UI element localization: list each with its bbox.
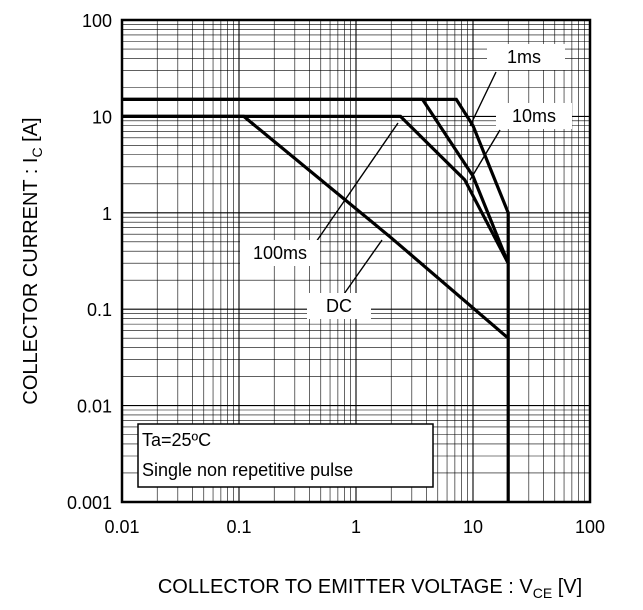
x-tick-label: 100 — [575, 517, 605, 537]
y-axis-title: COLLECTOR CURRENT : IC [A] — [20, 117, 45, 404]
y-tick-label: 100 — [82, 11, 112, 31]
curve-label-1ms: 1ms — [507, 47, 541, 67]
label-backdrop-1ms — [487, 44, 565, 70]
x-tick-label: 1 — [351, 517, 361, 537]
conditions-box: Ta=25ºC Single non repetitive pulse — [137, 423, 434, 488]
leader-line-100ms — [315, 122, 399, 243]
curve-100ms — [122, 114, 510, 264]
leader-line-1ms — [469, 71, 497, 127]
curve-label-100ms: 100ms — [253, 243, 307, 263]
y-tick-label: 0.001 — [67, 493, 112, 513]
curve-label-dc: DC — [326, 296, 352, 316]
curve-dc — [122, 114, 510, 340]
y-axis-title-unit: [A] — [20, 117, 42, 147]
label-backdrop-dc — [307, 293, 371, 319]
x-axis-title: COLLECTOR TO EMITTER VOLTAGE : VCE [V] — [158, 576, 582, 601]
x-axis-title-unit: [V] — [552, 576, 582, 598]
label-backdrop-10ms — [496, 103, 572, 129]
conditions-box-border — [137, 423, 434, 488]
curve-label-10ms: 10ms — [512, 106, 556, 126]
y-tick-label: 1 — [102, 204, 112, 224]
x-tick-label: 0.1 — [226, 517, 251, 537]
y-axis-title-main: COLLECTOR CURRENT : I — [20, 158, 42, 405]
x-tick-label: 0.01 — [104, 517, 139, 537]
leader-line-10ms — [469, 129, 501, 181]
y-axis-title-sub: C — [29, 147, 45, 157]
tick-labels: 0.01 0.1 1 10 100 0.001 0.01 0.1 1 10 100 — [67, 11, 605, 537]
curve-10ms — [122, 97, 510, 264]
condition-pulse: Single non repetitive pulse — [142, 460, 353, 480]
curves — [122, 97, 510, 502]
y-tick-label: 0.1 — [87, 300, 112, 320]
y-tick-label: 0.01 — [77, 397, 112, 417]
y-axis-title-group: COLLECTOR CURRENT : IC [A] — [20, 117, 45, 404]
plot-frame — [120, 18, 592, 504]
label-backdrop-100ms — [240, 240, 320, 266]
x-axis-title-main: COLLECTOR TO EMITTER VOLTAGE : V — [158, 576, 534, 598]
leader-line-dc — [343, 239, 383, 295]
x-axis-title-sub: CE — [533, 585, 552, 601]
condition-temperature: Ta=25ºC — [142, 430, 211, 450]
annotations: 1ms 10ms 100ms DC — [240, 44, 572, 319]
x-tick-label: 10 — [463, 517, 483, 537]
y-tick-label: 10 — [92, 107, 112, 127]
